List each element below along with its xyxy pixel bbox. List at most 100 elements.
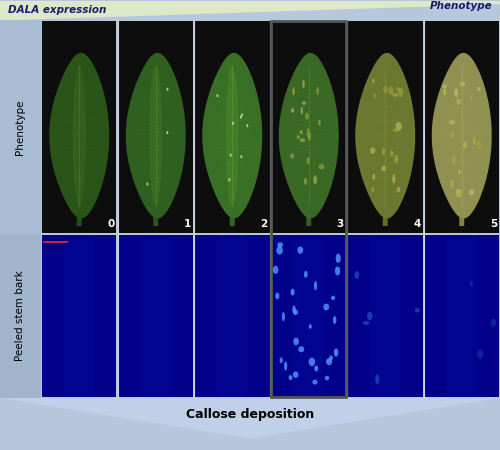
Ellipse shape <box>478 350 484 359</box>
Ellipse shape <box>288 375 292 380</box>
Ellipse shape <box>444 88 446 96</box>
Ellipse shape <box>324 303 329 310</box>
Ellipse shape <box>450 132 454 138</box>
Ellipse shape <box>240 155 242 158</box>
Ellipse shape <box>308 358 315 366</box>
Ellipse shape <box>306 157 310 164</box>
Ellipse shape <box>381 166 386 171</box>
Bar <box>64 235 94 397</box>
FancyBboxPatch shape <box>154 210 158 226</box>
Ellipse shape <box>298 247 303 254</box>
Ellipse shape <box>300 107 303 115</box>
Ellipse shape <box>294 310 298 315</box>
Text: Callose deposition: Callose deposition <box>186 408 314 421</box>
FancyBboxPatch shape <box>230 210 234 226</box>
Ellipse shape <box>452 157 457 164</box>
Ellipse shape <box>293 338 299 345</box>
Ellipse shape <box>372 79 374 83</box>
Ellipse shape <box>458 170 461 175</box>
Ellipse shape <box>333 316 336 324</box>
Ellipse shape <box>232 122 234 125</box>
Ellipse shape <box>325 376 329 380</box>
Ellipse shape <box>354 271 359 279</box>
Ellipse shape <box>450 180 454 189</box>
Ellipse shape <box>146 182 148 186</box>
Ellipse shape <box>306 128 310 138</box>
Ellipse shape <box>336 254 341 263</box>
Ellipse shape <box>316 87 319 95</box>
Text: DALA expression: DALA expression <box>8 5 106 15</box>
FancyBboxPatch shape <box>77 210 82 226</box>
Text: 3: 3 <box>337 220 344 230</box>
Ellipse shape <box>293 371 298 378</box>
FancyBboxPatch shape <box>383 210 388 226</box>
FancyBboxPatch shape <box>460 210 464 226</box>
Bar <box>118 22 193 233</box>
Text: 5: 5 <box>490 220 497 230</box>
Ellipse shape <box>278 242 283 248</box>
Text: Peeled stem bark: Peeled stem bark <box>16 270 26 361</box>
Text: Phenotype: Phenotype <box>16 99 26 155</box>
Text: 2: 2 <box>260 220 268 230</box>
Ellipse shape <box>149 66 162 206</box>
Ellipse shape <box>470 281 473 286</box>
Ellipse shape <box>276 292 280 299</box>
Ellipse shape <box>302 80 304 89</box>
Ellipse shape <box>216 94 218 97</box>
Polygon shape <box>356 53 415 218</box>
Bar <box>447 235 476 397</box>
Polygon shape <box>202 53 262 218</box>
FancyBboxPatch shape <box>306 210 311 226</box>
Ellipse shape <box>375 375 380 384</box>
Text: Phenotype: Phenotype <box>430 1 492 11</box>
Ellipse shape <box>392 174 396 184</box>
Ellipse shape <box>335 266 340 275</box>
Ellipse shape <box>363 321 370 325</box>
Bar <box>0 21 41 234</box>
Ellipse shape <box>300 139 305 142</box>
Bar <box>218 235 247 397</box>
Ellipse shape <box>230 153 232 157</box>
Ellipse shape <box>318 120 320 126</box>
Ellipse shape <box>398 88 403 97</box>
Ellipse shape <box>273 266 278 274</box>
Bar <box>424 235 499 397</box>
Bar <box>272 22 346 233</box>
Ellipse shape <box>472 136 475 143</box>
Ellipse shape <box>397 87 400 92</box>
Polygon shape <box>50 53 109 218</box>
Ellipse shape <box>276 246 283 255</box>
Ellipse shape <box>491 319 496 327</box>
Ellipse shape <box>367 311 372 320</box>
Ellipse shape <box>304 178 307 185</box>
Bar <box>42 235 117 397</box>
Ellipse shape <box>334 348 338 357</box>
Ellipse shape <box>392 128 399 132</box>
Ellipse shape <box>469 189 474 195</box>
Ellipse shape <box>72 66 86 206</box>
Ellipse shape <box>282 312 285 321</box>
Ellipse shape <box>241 113 243 117</box>
Ellipse shape <box>298 346 304 352</box>
Ellipse shape <box>284 362 288 371</box>
Bar <box>195 235 270 397</box>
Bar <box>272 235 346 397</box>
Text: 1: 1 <box>184 220 191 230</box>
Ellipse shape <box>166 88 168 91</box>
Ellipse shape <box>326 358 332 365</box>
Ellipse shape <box>291 108 294 113</box>
Ellipse shape <box>331 296 335 300</box>
Ellipse shape <box>312 380 318 385</box>
Ellipse shape <box>390 150 394 157</box>
Ellipse shape <box>300 130 302 134</box>
Ellipse shape <box>372 174 375 180</box>
Ellipse shape <box>240 116 242 119</box>
Bar <box>348 22 422 233</box>
Ellipse shape <box>226 66 239 206</box>
Polygon shape <box>0 398 500 438</box>
Polygon shape <box>0 1 500 21</box>
Ellipse shape <box>318 164 324 169</box>
Ellipse shape <box>228 178 230 181</box>
Ellipse shape <box>396 122 402 131</box>
Bar <box>370 235 400 397</box>
